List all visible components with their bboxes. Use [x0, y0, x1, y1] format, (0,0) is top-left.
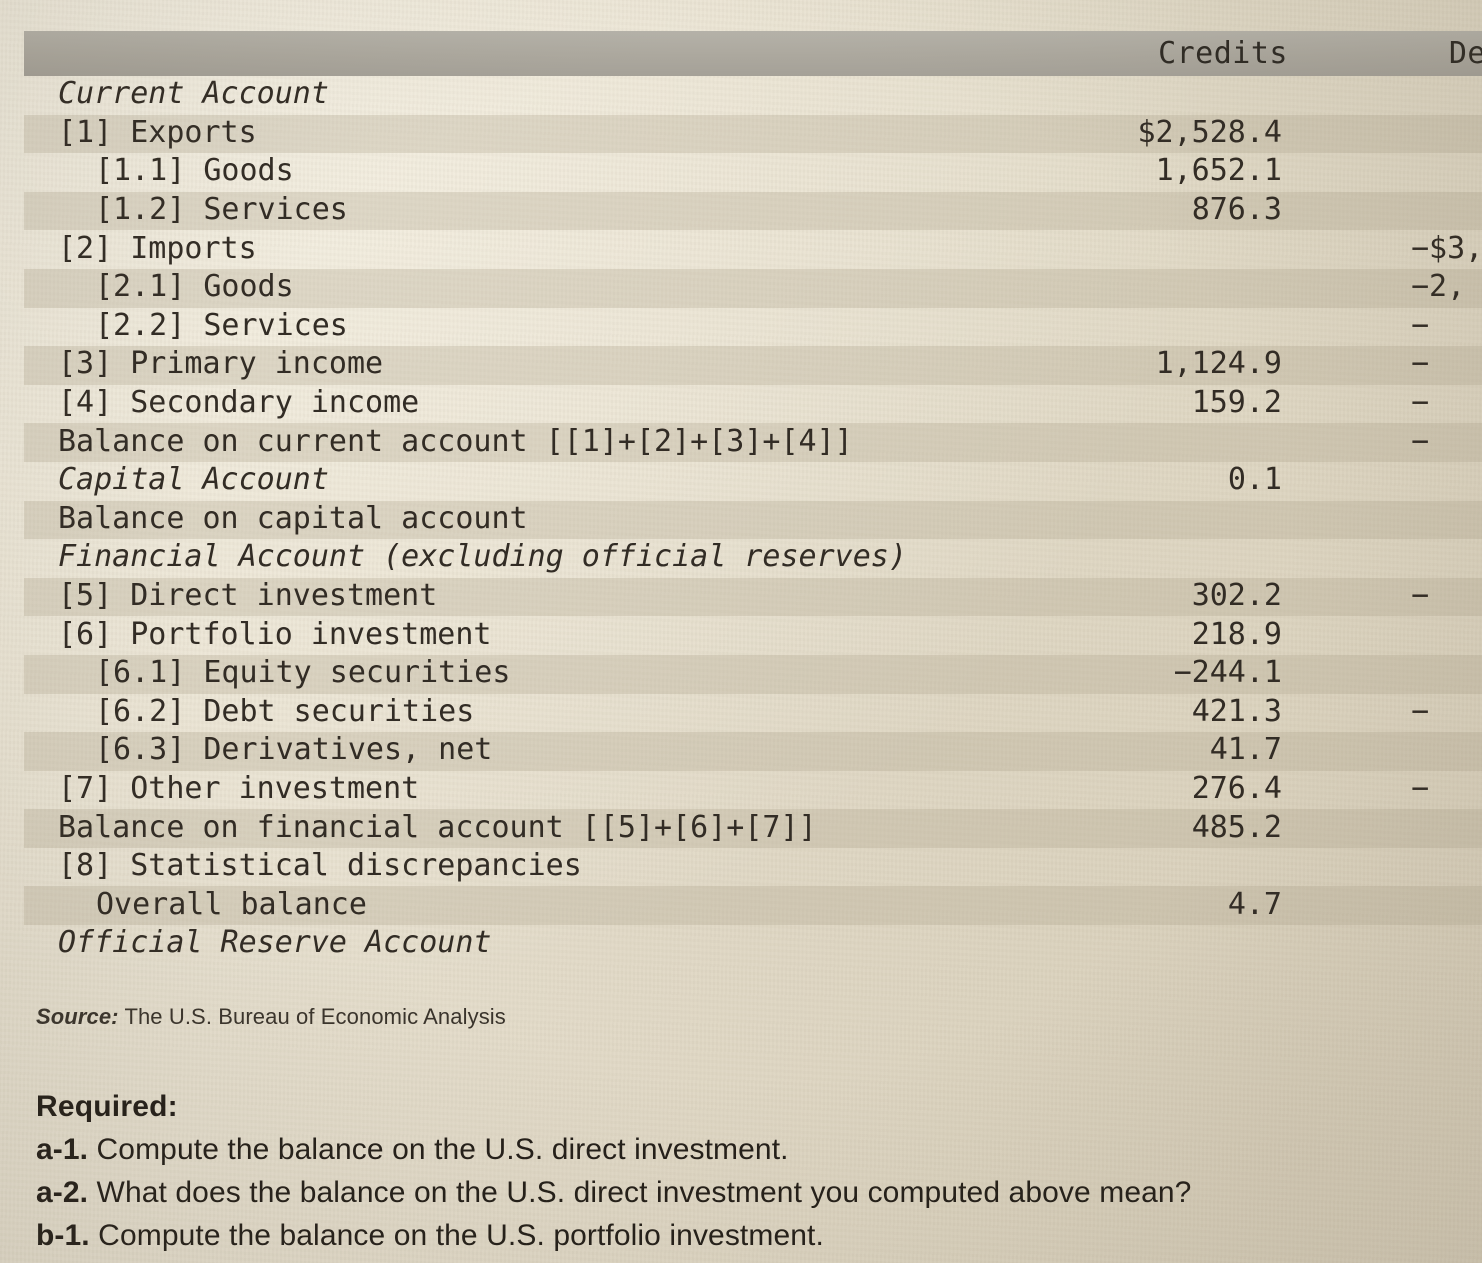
table-row: [2.1] Goods −2, — [0, 268, 1482, 308]
row-credit-value: 41.7 — [1209, 732, 1282, 768]
row-credit-value: 1,124.9 — [1155, 346, 1282, 382]
row-label: Financial Account (excluding official re… — [58, 539, 907, 575]
row-credit-value: 1,652.1 — [1155, 153, 1282, 189]
row-label: [2] Imports — [58, 230, 257, 266]
table-row: [4] Secondary income 159.2 − — [0, 385, 1482, 424]
table-row: [1.1] Goods 1,652.1 — [0, 153, 1482, 192]
required-item-text: Compute the balance on the U.S. portfoli… — [89, 1219, 824, 1252]
table-row: [5] Direct investment 302.2 − — [0, 577, 1482, 617]
row-label: Current Account — [58, 76, 329, 112]
table-row: Balance on current account [[1]+[2]+[3]+… — [0, 423, 1482, 462]
row-label: [5] Direct investment — [58, 578, 438, 614]
table-row: Overall balance 4.7 — [0, 886, 1482, 925]
row-label: [1.2] Services — [95, 192, 348, 228]
row-label: Overall balance — [96, 886, 367, 922]
row-credit-value: 159.2 — [1191, 385, 1282, 421]
row-credit-value: 485.2 — [1191, 809, 1282, 845]
row-debit-value: − — [1411, 578, 1430, 614]
row-label: Balance on capital account — [58, 500, 528, 536]
table-row: [6.2] Debt securities 421.3 − — [0, 694, 1482, 733]
row-debit-value: − — [1411, 423, 1430, 459]
table-row: Balance on capital account — [0, 500, 1482, 540]
row-credit-value: 876.3 — [1191, 192, 1282, 228]
required-item: a-1. Compute the balance on the U.S. dir… — [36, 1128, 1456, 1171]
table-header-row: Credits De — [24, 31, 1482, 76]
row-credit-value: $2,528.4 — [1137, 114, 1283, 150]
table-row: [7] Other investment 276.4 − — [0, 771, 1482, 810]
table-row: Financial Account (excluding official re… — [0, 539, 1482, 578]
row-label: [2.2] Services — [95, 307, 348, 343]
required-item-text: What does the balance on the U.S. direct… — [88, 1176, 1192, 1209]
required-item-text: Compute the balance on the U.S. direct i… — [88, 1133, 789, 1166]
required-item: a-2. What does the balance on the U.S. d… — [36, 1171, 1456, 1214]
required-item-tag: b-1. — [36, 1219, 90, 1252]
table-row: [1] Exports $2,528.4 — [0, 114, 1482, 154]
source-text: The U.S. Bureau of Economic Analysis — [124, 1004, 506, 1029]
row-credit-value: 276.4 — [1191, 771, 1282, 807]
column-header-credits: Credits — [1158, 35, 1288, 71]
row-debit-value: − — [1411, 307, 1430, 343]
row-label: [1] Exports — [58, 114, 257, 150]
row-label: Capital Account — [58, 462, 329, 498]
table-row: [1.2] Services 876.3 — [0, 191, 1482, 231]
row-label: [6.1] Equity securities — [95, 655, 511, 691]
table-row: Current Account — [0, 76, 1482, 115]
row-debit-value: − — [1411, 385, 1430, 421]
row-label: [8] Statistical discrepancies — [58, 848, 582, 884]
row-debit-value: −$3, — [1411, 230, 1482, 266]
row-label: [6.3] Derivatives, net — [95, 732, 493, 768]
row-debit-value: −2, — [1411, 269, 1466, 305]
row-label: [1.1] Goods — [95, 153, 294, 189]
row-label: [2.1] Goods — [95, 269, 294, 305]
row-label: Balance on financial account [[5]+[6]+[7… — [58, 809, 817, 845]
table-row: [8] Statistical discrepancies — [0, 848, 1482, 887]
table-row: [6.1] Equity securities −244.1 — [0, 654, 1482, 694]
source-label: Source: — [36, 1004, 119, 1029]
table-row: [2.2] Services − — [0, 308, 1482, 347]
row-credit-value: −244.1 — [1173, 655, 1282, 691]
row-credit-value: 421.3 — [1191, 693, 1282, 729]
required-items: a-1. Compute the balance on the U.S. dir… — [36, 1128, 1456, 1257]
row-label: [3] Primary income — [58, 346, 384, 382]
required-item-tag: a-2. — [36, 1176, 89, 1209]
table-row: [3] Primary income 1,124.9 − — [0, 346, 1482, 385]
row-debit-value: − — [1411, 693, 1430, 729]
row-debit-value: − — [1411, 346, 1430, 382]
row-label: [6.2] Debt securities — [95, 693, 475, 729]
source-note: Source: The U.S. Bureau of Economic Anal… — [36, 1004, 506, 1030]
row-credit-value: 0.1 — [1227, 462, 1282, 498]
row-credit-value: 4.7 — [1227, 886, 1282, 922]
table-row: Balance on financial account [[5]+[6]+[7… — [0, 809, 1482, 848]
required-item: b-1. Compute the balance on the U.S. por… — [36, 1214, 1456, 1257]
table-row: [2] Imports −$3, — [0, 230, 1482, 269]
row-label: [4] Secondary income — [58, 385, 420, 421]
required-title: Required: — [36, 1090, 178, 1123]
required-section: Required: a-1. Compute the balance on th… — [36, 1086, 1456, 1257]
row-label: [7] Other investment — [58, 771, 420, 807]
row-label: [6] Portfolio investment — [58, 616, 492, 652]
row-credit-value: 302.2 — [1191, 578, 1282, 614]
table-row: Official Reserve Account — [0, 925, 1482, 964]
row-label: Official Reserve Account — [58, 925, 492, 961]
row-credit-value: 218.9 — [1191, 616, 1282, 652]
table-row: Capital Account 0.1 — [0, 462, 1482, 501]
row-debit-value: − — [1411, 771, 1430, 807]
table-row: [6] Portfolio investment 218.9 — [0, 616, 1482, 655]
column-header-debits: De — [1448, 35, 1482, 71]
table-body: Current Account [1] Exports $2,528.4 [1.1] … — [0, 76, 1482, 964]
required-item-tag: a-1. — [36, 1133, 89, 1166]
table-row: [6.3] Derivatives, net 41.7 — [0, 732, 1482, 771]
row-label: Balance on current account [[1]+[2]+[3]+… — [58, 423, 853, 459]
